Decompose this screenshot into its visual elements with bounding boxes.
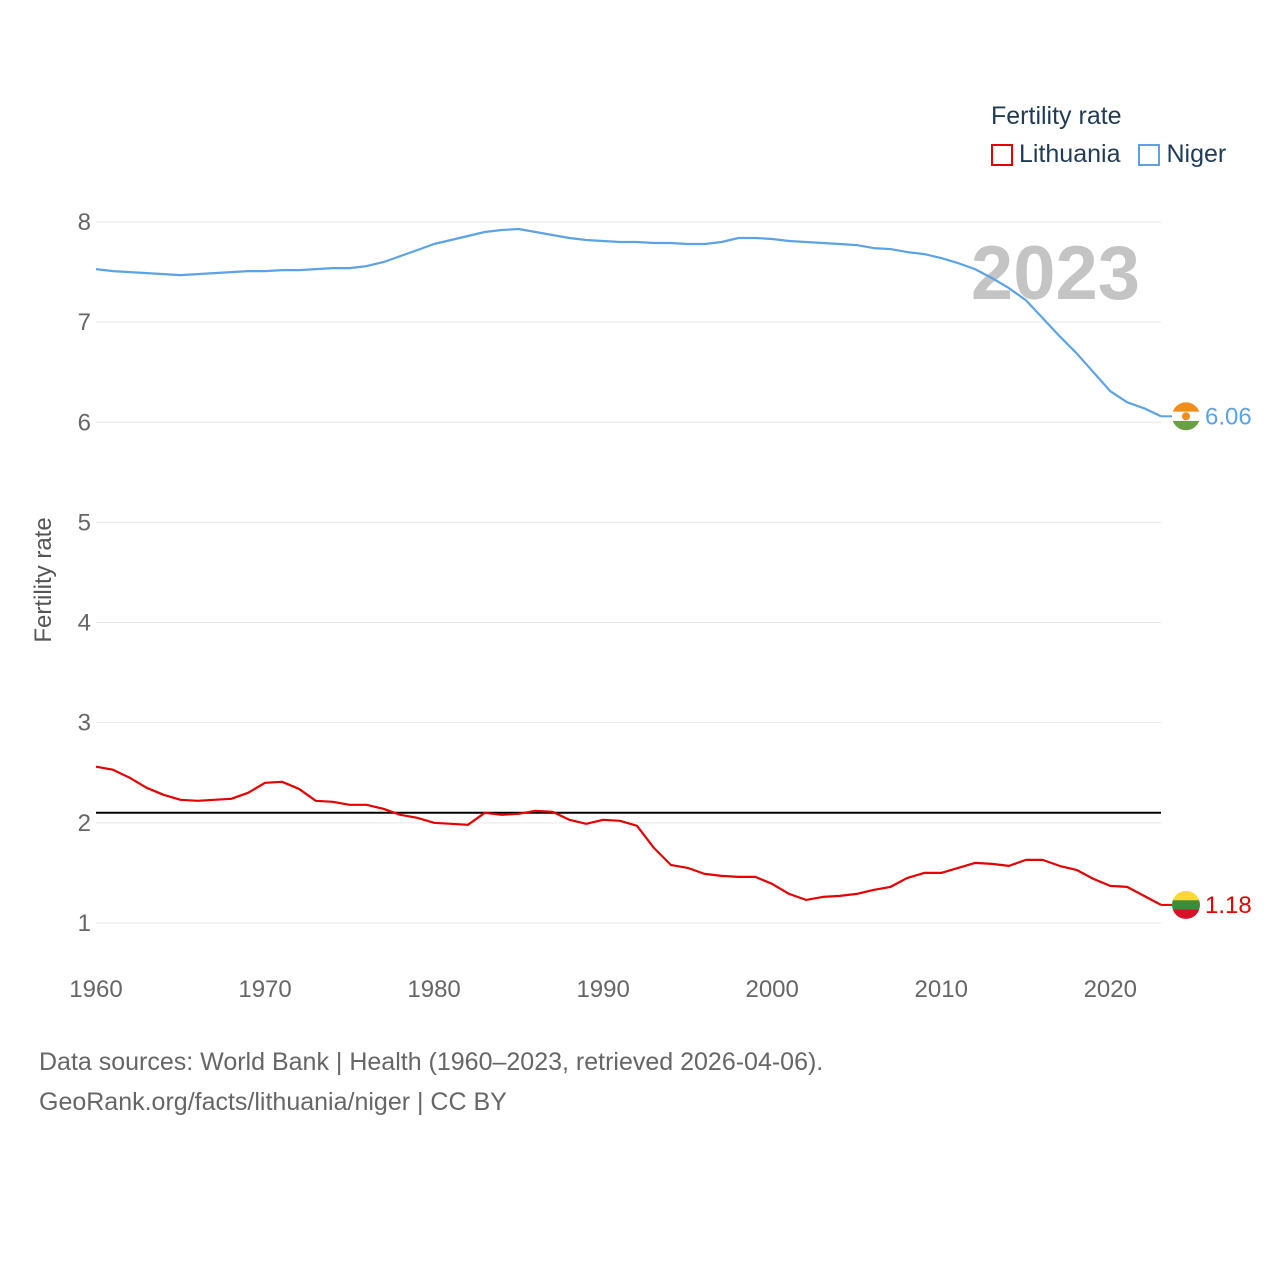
y-tick-2: 2 (78, 810, 91, 837)
y-axis-label: Fertility rate (30, 517, 57, 642)
legend-item-niger[interactable]: Niger (1138, 140, 1226, 169)
end-markers: 1.18 6.06 (1161, 402, 1252, 919)
y-tick-1: 1 (78, 910, 91, 937)
x-tick-2010: 2010 (915, 976, 968, 1003)
series-line-lithuania (95, 765, 1162, 906)
niger-swatch (1138, 143, 1161, 166)
series-lines (95, 227, 1162, 906)
y-tick-5: 5 (78, 509, 91, 536)
legend-label-lithuania: Lithuania (1019, 140, 1121, 168)
grid-lines (96, 221, 1161, 924)
end-label-niger: 6.06 (1205, 403, 1252, 430)
niger-flag-band-0 (1172, 402, 1200, 413)
y-tick-3: 3 (78, 710, 91, 737)
lithuania-flag-band-2 (1172, 909, 1200, 919)
y-tick-7: 7 (78, 309, 91, 336)
y-tick-4: 4 (78, 610, 91, 637)
x-axis-ticks: 1960 1970 1980 1990 2000 2010 2020 (69, 976, 1137, 1003)
end-label-lithuania: 1.18 (1205, 892, 1252, 919)
y-tick-8: 8 (78, 209, 91, 236)
source-note: Data sources: World Bank | Health (1960–… (39, 1042, 823, 1122)
niger-flag-disc (1182, 412, 1190, 421)
x-tick-1970: 1970 (238, 976, 291, 1003)
y-axis-ticks: 1 2 3 4 5 6 7 8 (78, 209, 91, 937)
legend-title: Fertility rate (991, 102, 1122, 130)
x-tick-1960: 1960 (69, 976, 122, 1003)
y-tick-6: 6 (78, 409, 91, 436)
legend-label-niger: Niger (1166, 140, 1227, 168)
year-watermark: 2023 (971, 231, 1140, 316)
x-tick-2020: 2020 (1084, 976, 1137, 1003)
x-tick-1990: 1990 (576, 976, 629, 1003)
legend-item-lithuania[interactable]: Lithuania (991, 140, 1120, 169)
lithuania-swatch (991, 143, 1013, 166)
x-tick-1980: 1980 (407, 976, 460, 1003)
legend-row: Lithuania Niger (991, 140, 1244, 169)
lithuania-flag-band-1 (1172, 900, 1200, 911)
niger-flag-icon (1172, 402, 1200, 431)
source-line-2[interactable]: GeoRank.org/facts/lithuania/niger | CC B… (39, 1088, 507, 1116)
x-tick-2000: 2000 (745, 976, 798, 1003)
lithuania-flag-icon (1172, 890, 1200, 919)
series-line-niger (95, 227, 1162, 418)
source-line-1: Data sources: World Bank | Health (1960–… (39, 1048, 824, 1076)
legend: Fertility rate Lithuania Niger (991, 100, 1244, 169)
lithuania-flag-band-0 (1172, 890, 1200, 901)
niger-flag-band-2 (1172, 420, 1200, 431)
